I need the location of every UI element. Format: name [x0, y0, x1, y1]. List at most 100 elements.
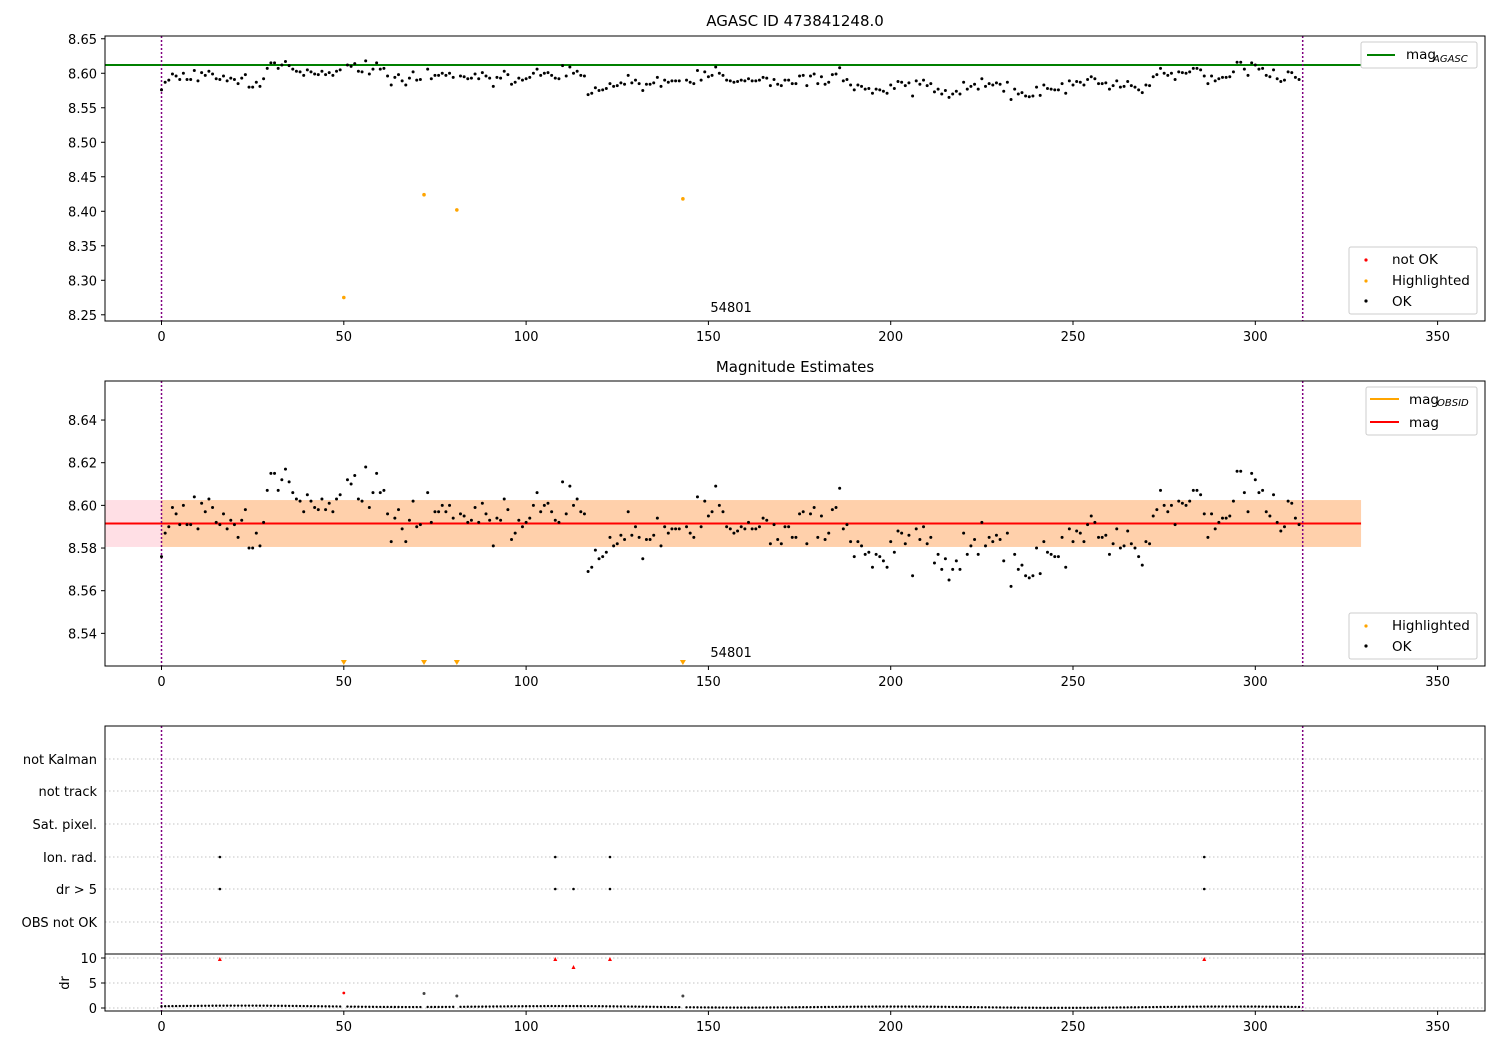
ok-point — [488, 76, 492, 80]
dr-ok-point — [904, 1005, 907, 1008]
panel3-plot-area: not Kalman not track Sat. pixel. Ion. rad. d… — [22, 725, 1486, 1035]
ok-point — [1177, 499, 1181, 503]
ok-point — [969, 84, 973, 88]
dr-ok-point — [1002, 1006, 1005, 1009]
dr-ok-point — [1046, 1006, 1049, 1010]
ok-point — [1148, 542, 1152, 546]
ok-point — [502, 69, 506, 73]
dr-ok-point — [732, 1006, 736, 1009]
dr-ok-point — [605, 1005, 608, 1008]
dr-ok-point — [980, 1006, 984, 1009]
ok-point — [922, 78, 926, 82]
ok-point — [327, 501, 331, 505]
dr-ok-point — [710, 1006, 714, 1009]
ok-point — [922, 525, 926, 529]
ok-point — [1151, 75, 1155, 79]
dr-ok-point — [1239, 1005, 1242, 1008]
ok-point — [1213, 527, 1217, 531]
ok-point — [451, 75, 455, 79]
ok-point — [550, 510, 554, 514]
ok-point — [404, 83, 408, 87]
ok-point — [1297, 523, 1301, 527]
panel2-ytick-label: 8.56 — [68, 585, 97, 600]
dr-ok-point — [1057, 1006, 1060, 1010]
ok-point — [976, 552, 980, 556]
dr-ok-point — [266, 1004, 269, 1007]
ok-point — [1100, 82, 1104, 86]
ok-point — [911, 574, 915, 578]
ok-point — [1049, 552, 1053, 556]
dr-ok-point — [415, 1005, 418, 1009]
dr-ok-point — [583, 1004, 586, 1008]
dr-ok-point — [1162, 1005, 1166, 1009]
dr-ok-point — [1020, 1006, 1024, 1009]
dr-ok-point — [229, 1004, 232, 1007]
dr-ok-point — [977, 1006, 980, 1009]
ok-point — [1239, 60, 1243, 64]
dr-ok-point — [674, 1005, 677, 1009]
ok-point — [597, 557, 601, 561]
ok-point — [1272, 493, 1276, 497]
dr-ok-point — [240, 1004, 243, 1007]
dr-ok-point — [335, 1005, 338, 1008]
dr-ok-point — [1272, 1005, 1275, 1008]
ok-point — [469, 76, 473, 80]
ok-point — [316, 73, 320, 77]
ok-point — [531, 71, 535, 75]
panel2-xtick-label: 200 — [878, 675, 903, 690]
ok-point — [488, 518, 492, 522]
ok-point — [703, 499, 707, 503]
ok-point — [1151, 514, 1155, 518]
ok-point — [962, 531, 966, 535]
ok-point — [1126, 529, 1130, 533]
dr-ok-point — [1210, 1005, 1213, 1008]
dr-ok-point — [218, 1004, 222, 1007]
legend-ok-label: OK — [1392, 294, 1413, 310]
ok-point — [1137, 88, 1141, 92]
ok-point — [484, 512, 488, 516]
ok-point — [1086, 77, 1090, 81]
ok-point — [674, 527, 678, 531]
ok-point — [1056, 88, 1060, 92]
ok-point — [761, 516, 765, 520]
dr-ok-point — [696, 1006, 699, 1009]
dr-ok-point — [944, 1005, 947, 1009]
dr-ok-point — [1192, 1005, 1195, 1008]
ok-point — [725, 525, 729, 529]
flag-point — [608, 887, 612, 891]
ok-point — [338, 493, 342, 497]
flag-point — [1202, 887, 1206, 891]
dr-ok-point — [736, 1006, 739, 1009]
panel1-plot-area: 8.25 8.30 8.35 8.40 8.45 8.50 8.55 8.60 8.65 5480… — [68, 33, 1486, 345]
ok-point — [852, 88, 856, 92]
dr-ok-point — [915, 1005, 918, 1008]
legend-notok-marker — [1364, 258, 1368, 262]
ok-point — [725, 78, 729, 82]
ok-point — [630, 81, 634, 85]
dr-ok-point — [244, 1004, 247, 1007]
ok-point — [160, 555, 164, 559]
ok-point — [331, 73, 335, 77]
panel1-xtick-label: 100 — [514, 330, 539, 345]
ok-point — [513, 531, 517, 535]
dr-ok-point — [328, 1005, 331, 1008]
ok-point — [630, 533, 634, 537]
dr-ok-point — [973, 1005, 976, 1009]
ok-point — [841, 79, 845, 83]
ok-point — [302, 73, 306, 77]
dr-ok-point — [532, 1004, 535, 1008]
dr-ok-point — [1130, 1006, 1133, 1009]
ok-point — [1268, 514, 1272, 518]
dr-ok-point — [1006, 1006, 1009, 1009]
dr-ytick-label: 5 — [89, 977, 97, 992]
legend-notok-label: not OK — [1392, 252, 1439, 268]
ok-point — [546, 501, 550, 505]
ok-point — [1246, 510, 1250, 514]
ok-point — [874, 552, 878, 556]
dr-ok-point — [276, 1004, 280, 1008]
ok-point — [218, 523, 222, 527]
dr-ok-point — [309, 1004, 313, 1008]
dr-ok-point — [863, 1005, 867, 1008]
ok-point — [1053, 88, 1057, 92]
ok-point — [1144, 83, 1148, 87]
